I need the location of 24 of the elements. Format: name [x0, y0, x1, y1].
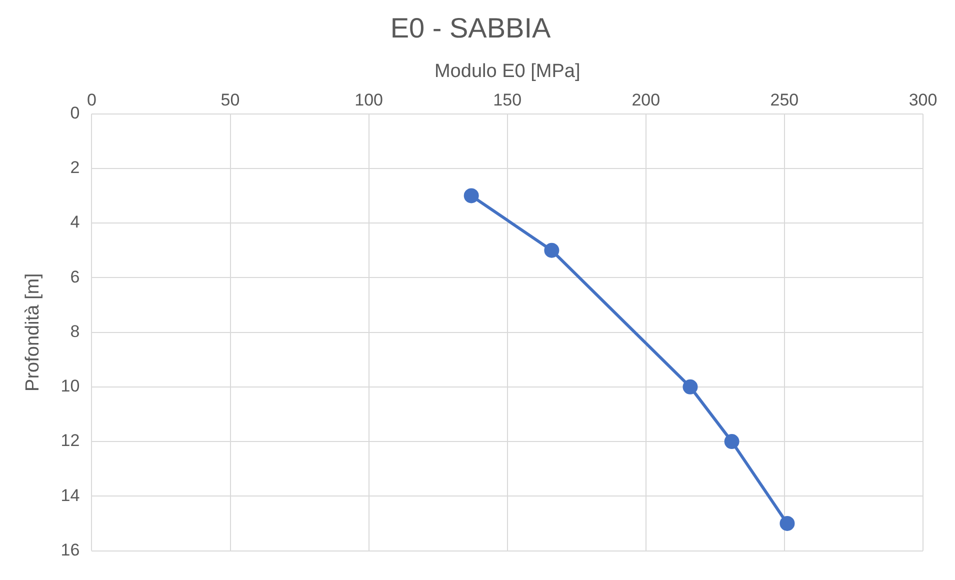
- x-tick-label: 150: [493, 90, 522, 110]
- x-tick-label: 50: [220, 90, 240, 110]
- point: [724, 434, 740, 450]
- y-tick-label: 8: [70, 322, 80, 341]
- y-axis-title: Profondità [m]: [22, 273, 44, 392]
- x-tick-label: 250: [770, 90, 799, 110]
- y-tick-label: 10: [60, 376, 80, 396]
- y-tick-label: 0: [70, 103, 80, 122]
- point: [682, 379, 698, 394]
- x-tick-label: 300: [908, 90, 938, 110]
- x-tick-label: 200: [632, 90, 660, 110]
- x-tick-label: 100: [354, 90, 383, 110]
- point: [544, 242, 560, 258]
- y-tick-label: 6: [70, 267, 80, 286]
- y-tick-label: 16: [60, 540, 80, 560]
- chart-title: E0 - SABBIA: [390, 12, 551, 44]
- y-tick-label: 12: [60, 431, 80, 450]
- x-axis-title: Modulo E0 [MPa]: [434, 61, 580, 82]
- point: [780, 516, 795, 531]
- y-tick-label: 14: [60, 486, 80, 505]
- y-tick-label: 2: [70, 158, 80, 178]
- x-tick-label: 0: [86, 90, 96, 110]
- point: [464, 188, 479, 204]
- y-tick-label: 4: [70, 212, 80, 232]
